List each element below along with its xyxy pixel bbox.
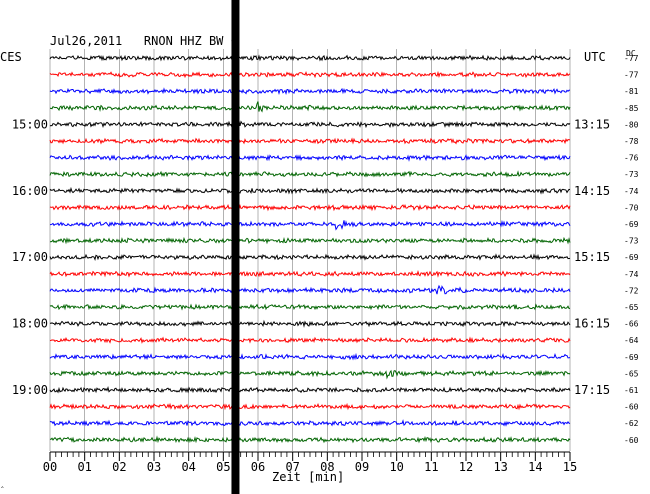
local-timezone-label: CES (0, 50, 22, 64)
x-tick-label: 02 (112, 460, 126, 474)
trace-row-line (49, 303, 571, 311)
x-tick-label: 05 (216, 460, 230, 474)
dc-offset-header: DC (626, 49, 636, 58)
x-axis-label: Zeit [min] (272, 470, 344, 484)
dc-offset-label: -74 (624, 187, 639, 196)
x-tick-label: 01 (77, 460, 91, 474)
x-tick-label: 14 (528, 460, 542, 474)
dc-offset-label: -76 (624, 154, 639, 163)
trace-row-line (49, 352, 571, 361)
trace-row-line (49, 270, 571, 278)
trace-row-line (49, 369, 571, 380)
x-tick-label: 09 (355, 460, 369, 474)
trace-row-line (49, 435, 571, 444)
utc-time-label: 14:15 (574, 184, 610, 198)
x-tick-label: 10 (389, 460, 403, 474)
trace-row-line (50, 236, 571, 245)
trace-row-line (49, 153, 571, 162)
trace-row-line (49, 385, 571, 394)
utc-time-label: 13:15 (574, 117, 610, 131)
x-tick-label: 07 (285, 460, 299, 474)
utc-time-label: 15:15 (574, 250, 610, 264)
utc-time-label: 17:15 (574, 383, 610, 397)
x-tick-label: 00 (43, 460, 57, 474)
trace-row-line (49, 137, 571, 145)
dc-offset-label: -69 (624, 220, 639, 229)
trace-row-line (49, 70, 571, 79)
dc-offset-label: -61 (624, 386, 639, 395)
dc-offset-label: -69 (624, 353, 639, 362)
x-axis: 00 01 02 03 04 05 06 07 08 09 10 11 12 13 14 15 (43, 451, 577, 474)
dc-offset-label: -60 (624, 436, 639, 445)
dc-offset-label: -62 (624, 419, 639, 428)
dc-offset-label: -85 (624, 104, 639, 113)
dc-offset-label: -74 (624, 270, 639, 279)
x-tick-label: 15 (563, 460, 577, 474)
trace-row-line (49, 119, 571, 129)
chart-title: Jul26,2011 RNON HHZ BW 0 (50, 34, 238, 48)
dc-offset-label: -81 (624, 87, 639, 96)
dc-offset-label: -60 (624, 403, 639, 412)
trace-row-line (49, 170, 571, 178)
dc-offset-label: -65 (624, 369, 639, 378)
x-tick-label: 12 (459, 460, 473, 474)
dc-offset-label: -77 (624, 54, 639, 63)
trace-row-line (49, 203, 571, 212)
dc-offset-label: -65 (624, 303, 639, 312)
x-tick-label: 03 (147, 460, 161, 474)
trace-row-line (49, 319, 571, 328)
local-time-label: 17:00 (12, 250, 48, 264)
corner-mark: ‸ (1, 479, 4, 488)
dc-offset-label: -69 (624, 253, 639, 262)
trace-row-line (49, 87, 571, 96)
local-time-label: 18:00 (12, 317, 48, 331)
x-tick-label: 06 (251, 460, 265, 474)
trace-row-line (49, 253, 571, 261)
dc-offset-label: -77 (624, 71, 639, 80)
trace-row-line (49, 419, 571, 427)
time-labels: 15:00 16:00 17:00 18:00 19:00 13:15 14:15 15:15… (12, 117, 610, 397)
dc-offset-label: -80 (624, 120, 639, 129)
dc-offset-label: -66 (624, 320, 639, 329)
trace-row-line (49, 101, 571, 113)
dc-offset-label: -64 (624, 336, 639, 345)
trace-row-line (49, 186, 571, 195)
trace-row-line (49, 54, 571, 62)
trace-row-line (49, 336, 571, 344)
dc-offset-label: -78 (624, 137, 639, 146)
x-tick-label: 11 (424, 460, 438, 474)
utc-time-label: 16:15 (574, 317, 610, 331)
trace-rows: -77 -77 -81 -85 -80 -78 -76 -73 -74 -70 -69 -73 -69 -… (49, 54, 639, 445)
local-time-label: 16:00 (12, 184, 48, 198)
dc-offset-label: -70 (624, 203, 639, 212)
local-time-label: 19:00 (12, 383, 48, 397)
utc-timezone-label: UTC (584, 50, 606, 64)
dc-offset-label: -73 (624, 170, 639, 179)
time-marker (231, 0, 240, 494)
x-tick-label: 08 (320, 460, 334, 474)
trace-row-line (49, 402, 571, 411)
x-tick-label: 04 (181, 460, 195, 474)
grid-lines (49, 49, 571, 451)
dc-offset-label: -73 (624, 237, 639, 246)
local-time-label: 15:00 (12, 117, 48, 131)
dc-offset-label: -72 (624, 286, 639, 295)
x-tick-label: 13 (493, 460, 507, 474)
current-time-marker (231, 0, 240, 494)
trace-row-line (49, 219, 571, 231)
trace-row-line (49, 284, 571, 295)
